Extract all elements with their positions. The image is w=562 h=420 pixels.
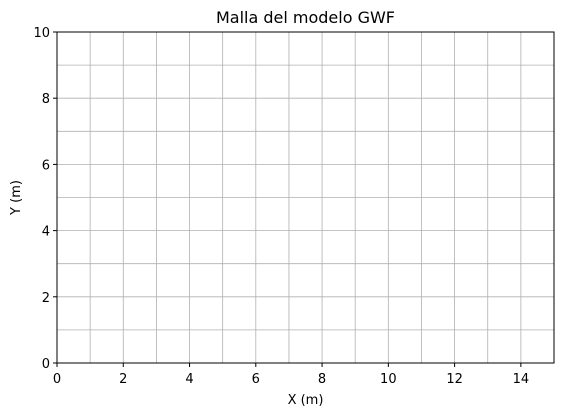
y-axis-ticks: 0 2 4 6 8 10 [33, 26, 57, 372]
x-tick-label: 0 [53, 372, 61, 387]
y-tick-label: 0 [42, 357, 50, 372]
y-tick-label: 10 [33, 26, 50, 41]
chart-title: Malla del modelo GWF [216, 8, 395, 27]
y-tick-label: 4 [42, 225, 50, 240]
x-axis-label: X (m) [288, 393, 324, 408]
x-tick-label: 14 [513, 372, 530, 387]
y-tick-label: 6 [42, 158, 50, 173]
y-tick-label: 2 [42, 291, 50, 306]
grid-layer [57, 32, 554, 363]
y-axis-label: Y (m) [9, 180, 24, 216]
x-tick-label: 8 [318, 372, 326, 387]
x-tick-label: 10 [380, 372, 397, 387]
x-axis-ticks: 0 2 4 6 8 10 12 14 [53, 363, 529, 387]
x-tick-label: 12 [446, 372, 463, 387]
x-tick-label: 6 [252, 372, 260, 387]
y-tick-label: 8 [42, 92, 50, 107]
x-tick-label: 4 [185, 372, 193, 387]
x-tick-label: 2 [119, 372, 127, 387]
